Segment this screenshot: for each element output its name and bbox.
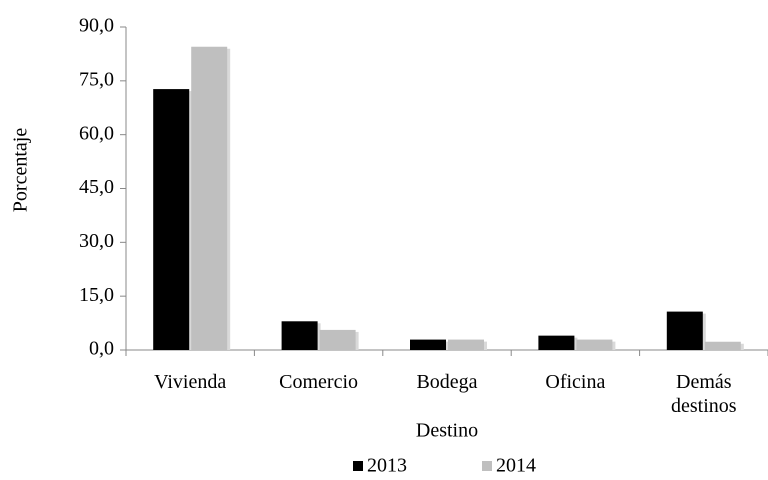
bar — [191, 46, 228, 350]
y-tick-label: 45,0 — [79, 176, 114, 198]
bar — [666, 311, 703, 350]
legend-label: 2014 — [496, 455, 536, 477]
y-tick-label: 15,0 — [79, 284, 114, 306]
bar — [281, 321, 318, 350]
x-tick-label: Bodega — [416, 371, 478, 393]
y-axis-label: Porcentaje — [10, 128, 32, 213]
y-tick-label: 60,0 — [79, 122, 114, 144]
x-axis-label: Destino — [416, 420, 478, 442]
x-tick-label: Comercio — [279, 371, 359, 393]
legend-swatch — [482, 461, 492, 471]
bar — [448, 339, 484, 350]
y-tick-label: 30,0 — [79, 230, 114, 252]
legend-swatch — [353, 461, 363, 471]
bar — [704, 341, 741, 350]
legend-label: 2013 — [367, 455, 407, 477]
bar — [576, 339, 613, 350]
bar — [319, 329, 356, 350]
bar — [538, 335, 575, 350]
y-tick-label: 75,0 — [79, 68, 114, 90]
bar — [153, 89, 190, 351]
x-tick-label: Demás destinos — [671, 371, 737, 417]
x-tick-label: Oficina — [545, 371, 606, 393]
x-tick-label: Vivienda — [154, 371, 227, 393]
y-tick-label: 0,0 — [89, 338, 114, 360]
bar — [410, 339, 446, 350]
y-tick-label: 90,0 — [79, 15, 114, 37]
